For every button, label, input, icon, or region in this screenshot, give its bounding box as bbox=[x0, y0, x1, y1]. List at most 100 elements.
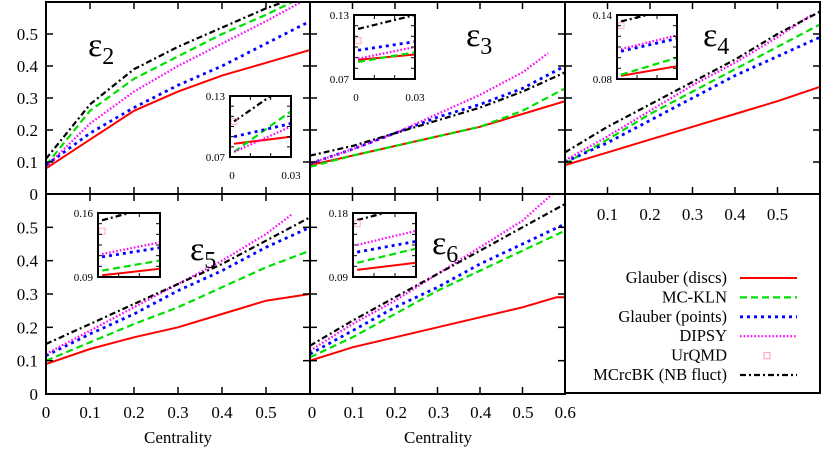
inset-epsilon-3 bbox=[353, 14, 416, 80]
inset-y-label: 0.07 bbox=[206, 152, 226, 164]
panel-label-base: ε bbox=[703, 17, 717, 54]
inset-y-label: 0.09 bbox=[74, 272, 94, 284]
legend-label-glauber_points: Glauber (points) bbox=[618, 307, 727, 326]
inset-series-mcrcbk-line bbox=[101, 213, 130, 222]
y-tick-label: 0 bbox=[30, 385, 39, 404]
legend-label-mckln: MC-KLN bbox=[662, 287, 727, 306]
y-tick-label: 0.5 bbox=[17, 218, 38, 237]
x-axis-label-left: Centrality bbox=[144, 428, 212, 447]
inset-background bbox=[98, 213, 160, 277]
panel-label-base: ε bbox=[466, 17, 480, 54]
inset-epsilon-4 bbox=[616, 14, 678, 80]
series-dipsy-line bbox=[46, 213, 294, 355]
inset-series-glauber_points-line bbox=[101, 246, 160, 259]
inset-y-label: 0.07 bbox=[330, 74, 350, 86]
inset-y-label: 0.16 bbox=[74, 208, 94, 220]
series-glauber_points-line bbox=[310, 64, 565, 165]
panel-label: ε2 bbox=[88, 27, 114, 70]
inset-epsilon-5 bbox=[97, 212, 161, 278]
inset-series-mckln-line bbox=[101, 259, 160, 272]
plot-lines bbox=[46, 2, 820, 365]
series-dipsy-line bbox=[310, 52, 549, 165]
inset-series-glauber_points-line bbox=[620, 37, 677, 53]
panel-label-subscript: 3 bbox=[480, 34, 492, 60]
series-glauber_points-line bbox=[46, 19, 310, 167]
inset-background bbox=[354, 15, 415, 79]
inset-series-glauber_discs-line bbox=[357, 261, 416, 271]
series-mckln-line bbox=[46, 249, 310, 362]
inset-series-mcrcbk-line bbox=[356, 213, 385, 222]
series-dipsy-line bbox=[46, 2, 302, 168]
inset-y-label: 0.09 bbox=[329, 272, 349, 284]
series-mckln-line bbox=[310, 229, 565, 359]
panel-label: ε3 bbox=[466, 17, 492, 60]
x-tick-label: 0.1 bbox=[597, 205, 618, 224]
panel-label: ε5 bbox=[190, 231, 216, 274]
urqmd-marker bbox=[230, 117, 238, 125]
series-mcrcbk-line bbox=[310, 71, 565, 157]
x-tick-label: 0.2 bbox=[639, 205, 660, 224]
y-tick-label: 0.1 bbox=[17, 352, 38, 371]
inset-y-label: 0.18 bbox=[329, 208, 349, 220]
panel-epsilon-4 bbox=[565, 10, 820, 167]
panel-label: ε6 bbox=[432, 225, 458, 268]
inset-x-label: 0.03 bbox=[281, 170, 301, 182]
panel-label-base: ε bbox=[432, 225, 446, 262]
inset-series-dipsy-line bbox=[356, 229, 416, 247]
x-tick-label: 0.1 bbox=[79, 403, 100, 422]
inset-series-glauber_points-line bbox=[233, 122, 291, 139]
urqmd-marker bbox=[354, 37, 362, 45]
panel-label: ε4 bbox=[703, 17, 729, 60]
series-glauber_points-line bbox=[46, 226, 310, 357]
inset-y-label: 0.13 bbox=[330, 10, 350, 22]
panel-epsilon-6 bbox=[310, 194, 565, 362]
legend-label-dipsy: DIPSY bbox=[679, 326, 727, 345]
x-tick-label: 0 bbox=[308, 403, 317, 422]
inset-series-glauber_discs-line bbox=[233, 135, 291, 145]
series-glauber_discs-line bbox=[310, 100, 565, 167]
y-tick-label: 0.3 bbox=[17, 89, 38, 108]
inset-y-label: 0.13 bbox=[206, 91, 226, 103]
panel-epsilon-5 bbox=[46, 213, 310, 365]
inset-x-label: 0 bbox=[353, 92, 359, 104]
inset-series-dipsy-line bbox=[620, 34, 677, 51]
inset-series-glauber_points-line bbox=[357, 40, 415, 52]
inset-x-label: 0.03 bbox=[405, 92, 425, 104]
x-tick-label: 0.6 bbox=[555, 403, 576, 422]
x-tick-label: 0.5 bbox=[255, 403, 276, 422]
inset-background bbox=[230, 96, 291, 157]
inset-y-label: 0.08 bbox=[593, 74, 613, 86]
x-tick-label: 0.3 bbox=[167, 403, 188, 422]
inset-series-mcrcbk-line bbox=[357, 15, 415, 30]
panel-label-subscript: 6 bbox=[446, 242, 458, 268]
panel-frames bbox=[45, 1, 821, 395]
y-tick-label: 0.3 bbox=[17, 285, 38, 304]
legend-label-glauber_discs: Glauber (discs) bbox=[626, 268, 727, 287]
series-glauber_discs-line bbox=[46, 293, 310, 365]
series-glauber_points-line bbox=[565, 35, 820, 164]
x-tick-label: 0.4 bbox=[724, 205, 746, 224]
legend-label-mcrcbk: MCrcBK (NB fluct) bbox=[593, 365, 727, 384]
x-tick-label: 0.5 bbox=[512, 403, 533, 422]
x-tick-label: 0.5 bbox=[767, 205, 788, 224]
inset-series-mckln-line bbox=[356, 247, 416, 264]
y-tick-label: 0 bbox=[30, 185, 39, 204]
legend-swatch-urqmd bbox=[763, 351, 771, 360]
series-mckln-line bbox=[46, 2, 293, 166]
urqmd-marker bbox=[98, 227, 106, 235]
series-mcrcbk-line bbox=[46, 216, 310, 346]
x-axis-label-middle: Centrality bbox=[404, 428, 472, 447]
y-tick-label: 0.5 bbox=[17, 25, 38, 44]
x-tick-label: 0.3 bbox=[682, 205, 703, 224]
x-tick-label: 0.4 bbox=[211, 403, 233, 422]
series-mckln-line bbox=[310, 87, 565, 168]
series-mcrcbk-line bbox=[565, 10, 820, 154]
series-mckln-line bbox=[565, 23, 820, 165]
x-tick-label: 0.4 bbox=[470, 403, 492, 422]
panel-epsilon-5-frame bbox=[45, 193, 311, 395]
inset-series-dipsy-line bbox=[357, 45, 415, 60]
inset-epsilon-6 bbox=[352, 212, 417, 278]
panel-label-subscript: 2 bbox=[102, 44, 114, 70]
